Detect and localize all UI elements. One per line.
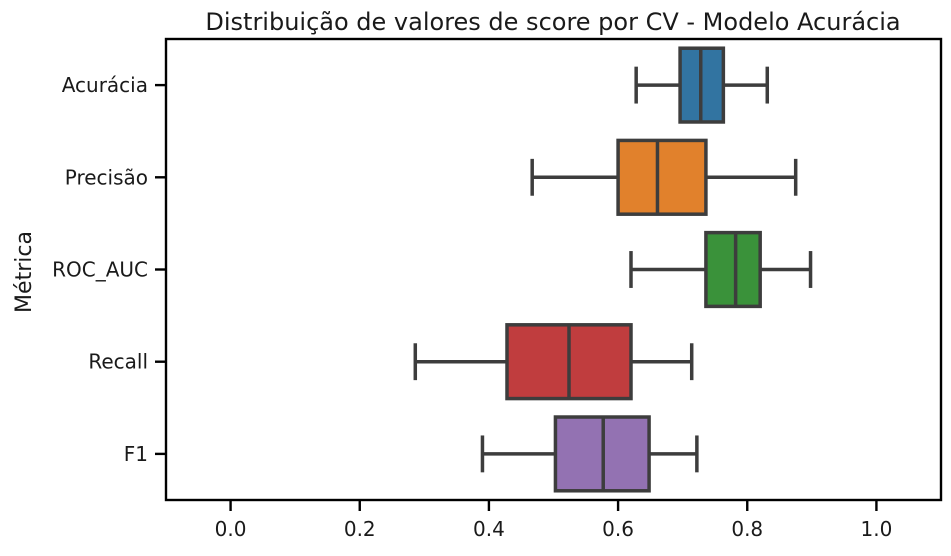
- x-tick-label: 0.8: [731, 517, 763, 541]
- y-tick-label: ROC_AUC: [52, 258, 148, 282]
- x-tick-label: 0.2: [344, 517, 376, 541]
- box-roc_auc: [704, 230, 762, 309]
- y-tick-label: Recall: [88, 350, 148, 374]
- x-tick-label: 0.6: [602, 517, 634, 541]
- x-tick-label: 0.4: [473, 517, 505, 541]
- y-axis-label: Métrica: [12, 231, 37, 313]
- y-tick-label: Precisão: [65, 165, 148, 189]
- plot-area: Acurácia Precisão ROC_AUC Recall F1 0.0 0.2 0.4…: [52, 37, 943, 541]
- x-tick-label: 1.0: [861, 517, 893, 541]
- y-tick-label: F1: [124, 442, 148, 466]
- x-tick-label: 0.0: [215, 517, 247, 541]
- axes-frame: [164, 37, 943, 502]
- y-tick-label: Acurácia: [62, 73, 148, 97]
- box-precisão: [616, 138, 708, 216]
- chart-title: Distribuição de valores de score por CV …: [205, 8, 900, 36]
